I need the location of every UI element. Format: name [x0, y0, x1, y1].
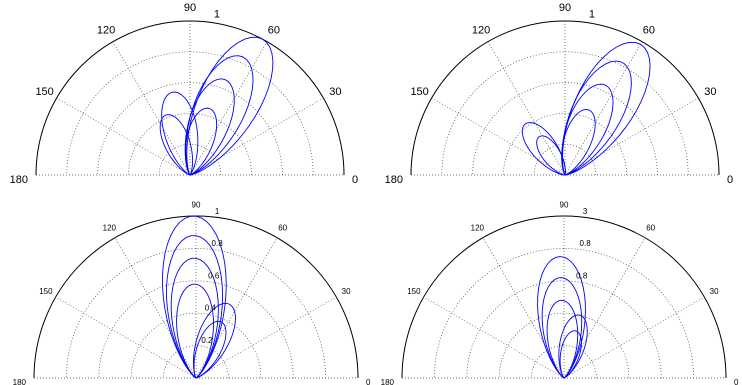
- radial-tick-label: 3: [583, 207, 588, 216]
- angle-tick-label: 120: [97, 24, 115, 36]
- angle-tick-label: 30: [704, 86, 716, 98]
- radial-tick-label: 1: [214, 8, 220, 20]
- angle-tick-label: 30: [710, 287, 719, 296]
- lobe-trace: [546, 299, 579, 379]
- grid-spoke: [112, 41, 191, 176]
- angle-tick-label: 180: [13, 378, 27, 385]
- angle-tick-label: 150: [407, 287, 421, 296]
- angle-tick-label: 60: [643, 24, 655, 36]
- polar-plot-bottom-left: 0 30 60 90 120 150 180 1 0.8 0.6 0.4 0.2: [13, 200, 371, 385]
- grid-circle: [466, 280, 662, 379]
- grid-spoke: [195, 237, 278, 379]
- radial-tick-label: 0.8: [576, 271, 588, 280]
- grid-circle: [98, 280, 294, 379]
- grid-circle: [531, 345, 597, 379]
- angle-tick-label: 150: [410, 86, 428, 98]
- grid-circle: [472, 82, 658, 176]
- lobe-trace: [159, 114, 194, 176]
- angle-tick-label: 90: [560, 200, 569, 209]
- radial-tick-label: 0.8: [212, 239, 224, 248]
- lobe-trace: [561, 108, 596, 176]
- angle-tick-label: 150: [39, 287, 53, 296]
- angle-tick-label: 60: [268, 24, 280, 36]
- angle-tick-label: 30: [342, 287, 351, 296]
- angle-tick-label: 90: [559, 2, 571, 14]
- radial-tick-label: 1: [215, 207, 220, 216]
- lobe-trace: [561, 83, 614, 176]
- angle-tick-label: 180: [385, 174, 403, 186]
- radial-tick-label: 0.4: [205, 304, 217, 313]
- polar-plot-bottom-right: 0 30 60 90 120 150 180 3 0.8 0.8: [381, 200, 739, 385]
- angle-tick-label: 180: [381, 378, 395, 385]
- grid-spoke: [56, 97, 191, 176]
- lobe-trace: [186, 36, 274, 176]
- lobe-trace: [541, 277, 583, 379]
- lobe-trace: [536, 135, 566, 176]
- angle-tick-label: 120: [103, 224, 117, 233]
- lobe-trace: [176, 283, 214, 379]
- grid-circle: [503, 113, 627, 176]
- polar-plot-top-left: 0 30 60 90 120 150 180 1: [10, 2, 358, 186]
- grid-spoke: [487, 41, 566, 176]
- angle-tick-label: 120: [471, 224, 485, 233]
- angle-tick-label: 30: [329, 86, 341, 98]
- grid-spoke: [189, 41, 268, 176]
- grid-circle: [128, 113, 252, 176]
- angle-tick-label: 60: [278, 224, 287, 233]
- angle-tick-label: 0: [727, 174, 733, 186]
- angle-tick-label: 0: [366, 378, 371, 385]
- grid-spoke: [195, 296, 337, 379]
- angle-tick-label: 120: [472, 24, 490, 36]
- radial-tick-label: 0.8: [580, 239, 592, 248]
- grid-circle: [434, 248, 694, 379]
- grid-circle: [66, 248, 326, 379]
- lobe-trace: [521, 122, 566, 176]
- angle-tick-label: 60: [646, 224, 655, 233]
- radial-tick-label: 1: [589, 8, 595, 20]
- grid-spoke: [189, 97, 324, 176]
- angle-tick-label: 90: [192, 200, 201, 209]
- outer-arc: [35, 20, 345, 176]
- angle-tick-label: 0: [352, 174, 358, 186]
- lobe-trace: [193, 320, 227, 379]
- lobe-trace: [559, 330, 582, 379]
- outer-arc: [410, 20, 720, 176]
- angle-tick-label: 180: [10, 174, 28, 186]
- polar-plot-top-right: 0 30 60 90 120 150 180 1: [385, 2, 733, 186]
- grid-spoke: [423, 296, 565, 379]
- grid-circle: [97, 82, 283, 176]
- radial-tick-label: 0.2: [201, 336, 213, 345]
- grid-spoke: [564, 41, 643, 176]
- angle-tick-label: 90: [184, 2, 196, 14]
- grid-spoke: [55, 296, 197, 379]
- lobe-trace: [184, 107, 218, 176]
- grid-circle: [163, 345, 229, 379]
- outer-arc: [401, 215, 727, 379]
- grid-spoke: [114, 237, 197, 379]
- angle-tick-label: 0: [734, 378, 739, 385]
- radial-tick-label: 0.6: [208, 271, 220, 280]
- angle-tick-label: 150: [35, 86, 53, 98]
- grid-spoke: [563, 296, 705, 379]
- lobe-trace: [562, 41, 651, 176]
